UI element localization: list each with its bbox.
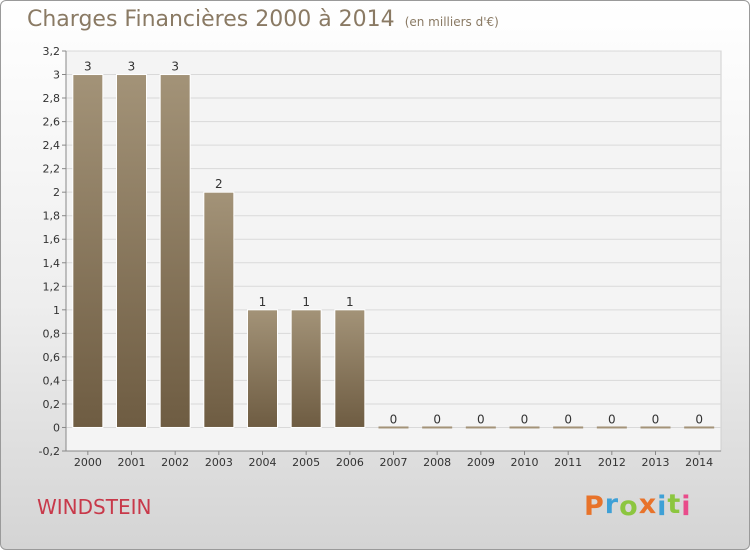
bar [334, 309, 366, 428]
x-tick-label: 2006 [336, 456, 364, 469]
data-label: 0 [477, 412, 485, 426]
data-label: 3 [84, 60, 92, 74]
y-tick-label: 2,8 [43, 92, 61, 105]
x-tick-label: 2009 [467, 456, 495, 469]
bar [247, 309, 278, 428]
bar [640, 426, 671, 429]
logo-letter: r [604, 489, 620, 520]
commune-name: WINDSTEIN [37, 495, 152, 519]
data-label: 3 [171, 60, 179, 74]
x-tick-label: 2008 [423, 456, 451, 469]
x-tick-label: 2004 [249, 456, 277, 469]
y-tick-label: 0,2 [43, 398, 61, 411]
x-tick-label: 2002 [161, 456, 189, 469]
logo-letter: x [638, 489, 658, 520]
bar [596, 426, 627, 429]
x-tick-label: 2013 [642, 456, 670, 469]
chart-unit: (en milliers d'€) [404, 15, 499, 29]
bar [203, 191, 235, 428]
data-label: 0 [608, 412, 616, 426]
x-tick-label: 2014 [685, 456, 713, 469]
y-tick-label: -0,2 [39, 445, 60, 458]
data-label: 2 [215, 177, 223, 191]
y-tick-label: 2,2 [43, 163, 61, 176]
logo-letter: t [667, 489, 682, 520]
y-tick-label: 1 [53, 304, 60, 317]
data-label: 3 [128, 60, 136, 74]
bar [72, 74, 104, 428]
chart-title: Charges Financières 2000 à 2014 (en milli… [27, 7, 499, 32]
y-tick-label: 1,2 [43, 280, 61, 293]
logo-letter: P [584, 491, 605, 522]
bar [290, 309, 322, 428]
x-tick-label: 2007 [380, 456, 408, 469]
x-tick-label: 2011 [554, 456, 582, 469]
bar [553, 426, 584, 429]
bar [465, 426, 496, 429]
y-tick-label: 3 [53, 69, 60, 82]
x-tick-label: 2000 [74, 456, 102, 469]
x-tick-label: 2003 [205, 456, 233, 469]
y-tick-label: 0,6 [43, 351, 61, 364]
bar [378, 426, 409, 429]
x-tick-label: 2001 [118, 456, 146, 469]
bar [116, 74, 147, 428]
bar [684, 426, 715, 429]
x-tick-label: 2012 [598, 456, 626, 469]
y-tick-label: 0,4 [43, 374, 61, 387]
data-label: 0 [652, 412, 660, 426]
data-label: 1 [259, 295, 267, 309]
data-label: 0 [695, 412, 703, 426]
data-label: 0 [521, 412, 529, 426]
y-tick-label: 1,6 [43, 233, 61, 246]
data-label: 0 [390, 412, 398, 426]
data-label: 0 [433, 412, 441, 426]
bar [422, 426, 453, 429]
y-tick-label: 0,8 [43, 327, 61, 340]
data-label: 1 [346, 295, 354, 309]
logo-letter: i [681, 491, 692, 522]
y-tick-label: 2,6 [43, 116, 61, 129]
x-tick-label: 2010 [511, 456, 539, 469]
y-tick-label: 2,4 [43, 139, 61, 152]
bar [159, 74, 191, 428]
data-label: 1 [302, 295, 310, 309]
logo-letter: o [619, 491, 639, 522]
y-tick-label: 0 [53, 421, 60, 434]
data-label: 0 [564, 412, 572, 426]
y-tick-label: 3,2 [43, 45, 61, 58]
logo-letter: i [657, 491, 668, 522]
y-tick-label: 1,4 [43, 257, 61, 270]
bar [509, 426, 540, 429]
x-tick-label: 2005 [292, 456, 320, 469]
y-tick-label: 1,8 [43, 210, 61, 223]
chart-title-text: Charges Financières 2000 à 2014 [27, 7, 395, 32]
proxiti-logo: Proxiti [584, 489, 692, 522]
y-tick-label: 2 [53, 186, 60, 199]
